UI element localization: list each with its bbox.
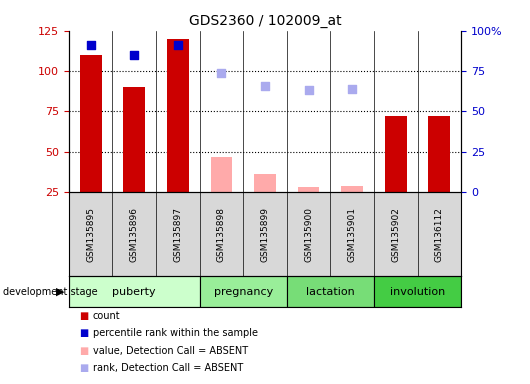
Title: GDS2360 / 102009_at: GDS2360 / 102009_at <box>189 14 341 28</box>
Point <box>174 42 182 48</box>
Text: GSM136112: GSM136112 <box>435 207 444 262</box>
Text: percentile rank within the sample: percentile rank within the sample <box>93 328 258 338</box>
Text: ■: ■ <box>80 311 89 321</box>
Bar <box>341 185 363 192</box>
Bar <box>167 39 189 192</box>
Text: ■: ■ <box>80 363 89 373</box>
Point <box>348 86 356 92</box>
Bar <box>428 116 450 192</box>
Bar <box>69 276 200 307</box>
Text: ■: ■ <box>80 328 89 338</box>
Point <box>435 15 444 21</box>
Text: GSM135901: GSM135901 <box>348 207 357 262</box>
Point <box>217 70 226 76</box>
Text: development stage: development stage <box>3 287 98 297</box>
Point <box>304 87 313 93</box>
Point <box>392 15 400 21</box>
Bar <box>80 55 102 192</box>
Text: lactation: lactation <box>306 287 355 297</box>
Bar <box>200 276 287 307</box>
Bar <box>385 116 407 192</box>
Bar <box>123 87 145 192</box>
Text: GSM135899: GSM135899 <box>261 207 269 262</box>
Bar <box>210 157 232 192</box>
Text: ▶: ▶ <box>56 287 64 297</box>
Text: puberty: puberty <box>112 287 156 297</box>
Bar <box>287 276 374 307</box>
Text: involution: involution <box>390 287 445 297</box>
Text: rank, Detection Call = ABSENT: rank, Detection Call = ABSENT <box>93 363 243 373</box>
Text: value, Detection Call = ABSENT: value, Detection Call = ABSENT <box>93 346 248 356</box>
Point <box>130 52 138 58</box>
Text: pregnancy: pregnancy <box>214 287 273 297</box>
Text: GSM135896: GSM135896 <box>130 207 139 262</box>
Point <box>86 42 95 48</box>
Text: GSM135897: GSM135897 <box>173 207 182 262</box>
Text: GSM135900: GSM135900 <box>304 207 313 262</box>
Text: GSM135898: GSM135898 <box>217 207 226 262</box>
Point <box>261 83 269 89</box>
Bar <box>374 276 461 307</box>
Text: count: count <box>93 311 120 321</box>
Bar <box>254 174 276 192</box>
Text: GSM135902: GSM135902 <box>391 207 400 262</box>
Text: ■: ■ <box>80 346 89 356</box>
Bar <box>298 187 320 192</box>
Text: GSM135895: GSM135895 <box>86 207 95 262</box>
